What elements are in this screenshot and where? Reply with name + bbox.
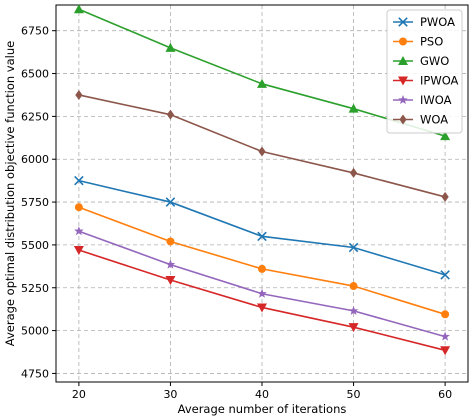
legend-label: IPWOA xyxy=(420,74,459,88)
data-point-ipwoa xyxy=(257,303,267,313)
series-pso xyxy=(74,203,450,319)
data-point-pwoa xyxy=(348,242,359,253)
y-tick-label: 5000 xyxy=(21,325,49,338)
data-point-iwoa xyxy=(348,305,359,315)
x-tick-label: 30 xyxy=(163,388,177,401)
data-point-pso xyxy=(441,310,450,319)
y-axis-label: Average optimal distribution objective f… xyxy=(3,41,17,346)
data-point-ipwoa xyxy=(348,323,359,333)
data-point-gwo xyxy=(165,42,176,52)
legend: PWOA PSO GWO IPWOA IWOA WOA xyxy=(386,9,463,134)
legend-marker xyxy=(398,56,408,65)
series-pwoa xyxy=(74,175,450,280)
data-point-woa xyxy=(349,167,358,178)
data-point-woa xyxy=(258,146,266,157)
data-point-pwoa xyxy=(74,175,84,186)
x-tick-label: 60 xyxy=(438,388,452,401)
y-tick-label: 5500 xyxy=(21,239,49,252)
data-point-woa xyxy=(166,109,175,120)
data-point-woa xyxy=(441,191,449,202)
legend-item-woa: WOA xyxy=(393,113,448,127)
data-point-gwo xyxy=(257,78,267,88)
legend-label: GWO xyxy=(420,54,449,68)
legend-label: PSO xyxy=(420,35,443,49)
data-point-pwoa xyxy=(257,231,267,242)
legend-label: IWOA xyxy=(420,93,452,107)
data-point-iwoa xyxy=(74,226,84,236)
data-point-iwoa xyxy=(165,259,176,269)
series-gwo xyxy=(73,4,451,141)
data-point-gwo xyxy=(348,103,359,113)
legend-label: PWOA xyxy=(420,15,455,29)
data-point-iwoa xyxy=(257,288,267,298)
x-axis-label: Average number of iterations xyxy=(178,402,347,416)
data-point-woa xyxy=(75,89,83,100)
y-tick-label: 6250 xyxy=(21,110,49,123)
data-point-pso xyxy=(74,203,83,212)
data-point-gwo xyxy=(440,131,451,141)
data-point-pso xyxy=(349,282,358,291)
data-point-gwo xyxy=(73,4,84,14)
legend-marker xyxy=(398,76,408,86)
y-tick-label: 4750 xyxy=(21,367,49,380)
legend-item-gwo: GWO xyxy=(393,54,449,68)
legend-label: WOA xyxy=(420,113,448,127)
legend-item-ipwoa: IPWOA xyxy=(393,74,459,88)
legend-marker xyxy=(399,37,407,46)
y-tick-label: 6750 xyxy=(21,25,49,38)
legend-item-iwoa: IWOA xyxy=(393,93,452,107)
data-point-pwoa xyxy=(165,197,176,207)
data-point-pso xyxy=(166,237,175,246)
legend-item-pso: PSO xyxy=(393,35,443,49)
data-point-pso xyxy=(258,264,266,273)
data-point-pwoa xyxy=(440,270,450,280)
legend-item-pwoa: PWOA xyxy=(393,15,455,29)
data-point-ipwoa xyxy=(440,346,451,356)
y-tick-label: 5750 xyxy=(21,196,49,209)
data-point-ipwoa xyxy=(73,246,84,256)
axis-ticks: 20 30 40 50 60 4750 5000 5250 5500 5750 6000 6250 65… xyxy=(21,25,452,401)
legend-marker xyxy=(398,95,408,105)
y-tick-label: 5250 xyxy=(21,282,49,295)
series-ipwoa xyxy=(73,246,451,356)
series-iwoa xyxy=(74,226,450,341)
x-tick-label: 40 xyxy=(255,388,269,401)
data-point-ipwoa xyxy=(165,276,176,286)
x-tick-label: 50 xyxy=(347,388,361,401)
x-tick-label: 20 xyxy=(72,388,86,401)
y-tick-label: 6000 xyxy=(21,153,49,166)
series-woa xyxy=(75,89,449,202)
legend-marker xyxy=(399,114,407,125)
data-point-iwoa xyxy=(440,331,450,341)
legend-marker xyxy=(398,17,408,27)
series-layer xyxy=(73,4,451,356)
y-tick-label: 6500 xyxy=(21,68,49,81)
